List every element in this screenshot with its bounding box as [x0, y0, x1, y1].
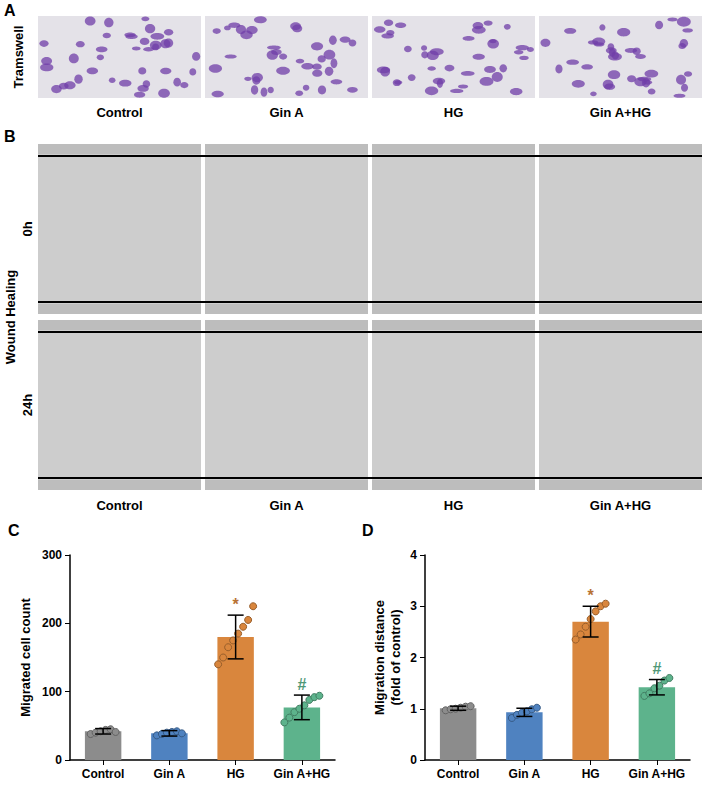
svg-text:#: #: [652, 660, 661, 677]
svg-text:Gin A: Gin A: [154, 767, 186, 781]
svg-text:Tramswell: Tramswell: [11, 26, 26, 89]
svg-text:(fold of control): (fold of control): [388, 609, 403, 705]
svg-text:0: 0: [55, 753, 62, 767]
svg-text:1: 1: [410, 702, 417, 716]
svg-text:A: A: [4, 2, 16, 19]
svg-text:Control: Control: [96, 105, 142, 120]
svg-text:4: 4: [410, 548, 417, 562]
svg-text:HG: HG: [444, 498, 464, 513]
svg-text:200: 200: [42, 616, 62, 630]
svg-text:Gin A: Gin A: [269, 105, 304, 120]
svg-text:Control: Control: [96, 498, 142, 513]
svg-text:Wound Healing: Wound Healing: [3, 270, 18, 364]
svg-text:Gin A: Gin A: [269, 498, 304, 513]
svg-text:Control: Control: [437, 767, 480, 781]
svg-text:Control: Control: [82, 767, 125, 781]
svg-text:*: *: [588, 587, 595, 604]
svg-text:HG: HG: [582, 767, 600, 781]
svg-text:HG: HG: [227, 767, 245, 781]
svg-text:B: B: [4, 128, 16, 145]
svg-text:Gin A+HG: Gin A+HG: [629, 767, 686, 781]
svg-text:C: C: [8, 522, 20, 539]
svg-text:*: *: [233, 596, 240, 613]
svg-text:24h: 24h: [20, 394, 35, 416]
svg-text:Gin A+HG: Gin A+HG: [590, 498, 651, 513]
svg-text:0: 0: [410, 753, 417, 767]
svg-text:HG: HG: [444, 105, 464, 120]
svg-text:Gin A+HG: Gin A+HG: [274, 767, 331, 781]
svg-text:#: #: [297, 676, 306, 693]
svg-text:2: 2: [410, 651, 417, 665]
svg-text:Gin A+HG: Gin A+HG: [590, 105, 651, 120]
svg-text:300: 300: [42, 548, 62, 562]
svg-text:0h: 0h: [20, 221, 35, 236]
svg-text:D: D: [362, 522, 374, 539]
svg-text:3: 3: [410, 599, 417, 613]
svg-text:Migration distance: Migration distance: [372, 600, 387, 715]
svg-text:100: 100: [42, 685, 62, 699]
svg-text:Migrated cell count: Migrated cell count: [18, 598, 33, 717]
svg-text:Gin A: Gin A: [509, 767, 541, 781]
